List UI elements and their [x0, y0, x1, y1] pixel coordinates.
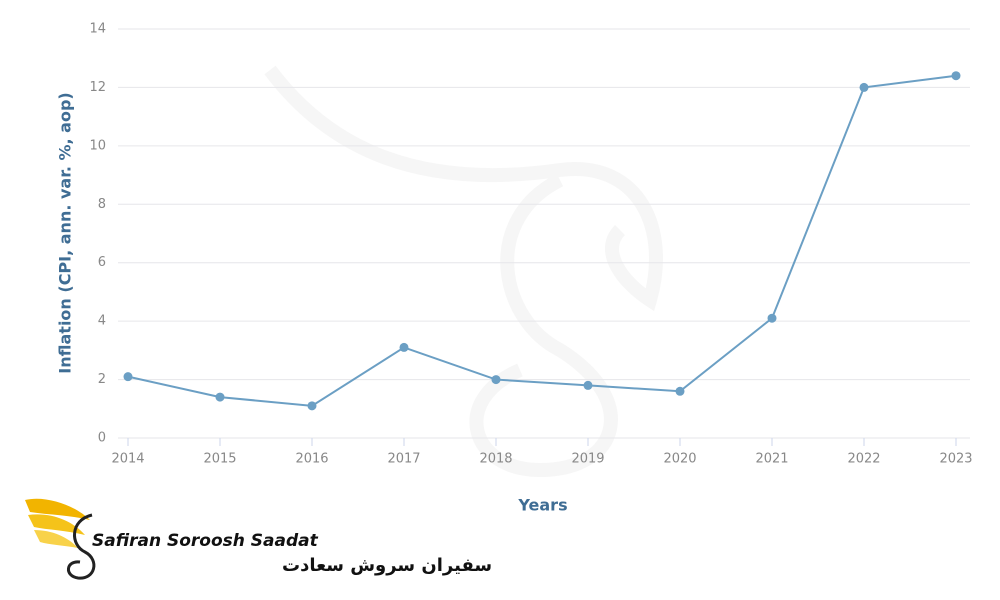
y-tick-label: 6: [98, 255, 106, 270]
point: [123, 372, 133, 382]
point: [675, 386, 685, 396]
point: [859, 82, 869, 92]
line: [127, 74, 957, 407]
y-tick-label: 8: [98, 197, 106, 212]
point: [307, 401, 317, 411]
x-tick-label: 2019: [571, 452, 604, 467]
point: [399, 342, 409, 352]
point: [215, 392, 225, 402]
y-tick-label: 12: [89, 80, 106, 95]
watermark: [264, 65, 663, 478]
point: [583, 380, 593, 390]
y-tick-label: 0: [98, 431, 106, 446]
logo-name-fa: سفیران سروش سعادت: [282, 555, 492, 576]
y-tick-label: 2: [98, 372, 106, 387]
x-tick-label: 2021: [755, 452, 788, 467]
x-tick-label: 2022: [847, 452, 880, 467]
x-tick-label: 2017: [387, 452, 420, 467]
point: [491, 375, 501, 385]
logo-name: Safiran Soroosh Saadat: [92, 531, 319, 551]
x-tick-label: 2023: [939, 452, 972, 467]
x-axis-label: Years: [517, 496, 567, 515]
x-tick-label: 2018: [479, 452, 512, 467]
x-tick-label: 2015: [203, 452, 236, 467]
x-tick-label: 2020: [663, 452, 696, 467]
point: [951, 71, 961, 81]
point: [767, 313, 777, 323]
y-tick-label: 4: [98, 314, 106, 329]
x-tick-label: 2014: [111, 452, 144, 467]
x-tick-label: 2016: [295, 452, 328, 467]
y-tick-label: 14: [89, 22, 106, 37]
y-tick-label: 10: [89, 138, 106, 153]
logo: Safiran Soroosh Saadat سفیران سروش سعادت: [25, 498, 492, 580]
y-axis-label: Inflation (CPI, ann. var. %, aop): [56, 92, 75, 373]
